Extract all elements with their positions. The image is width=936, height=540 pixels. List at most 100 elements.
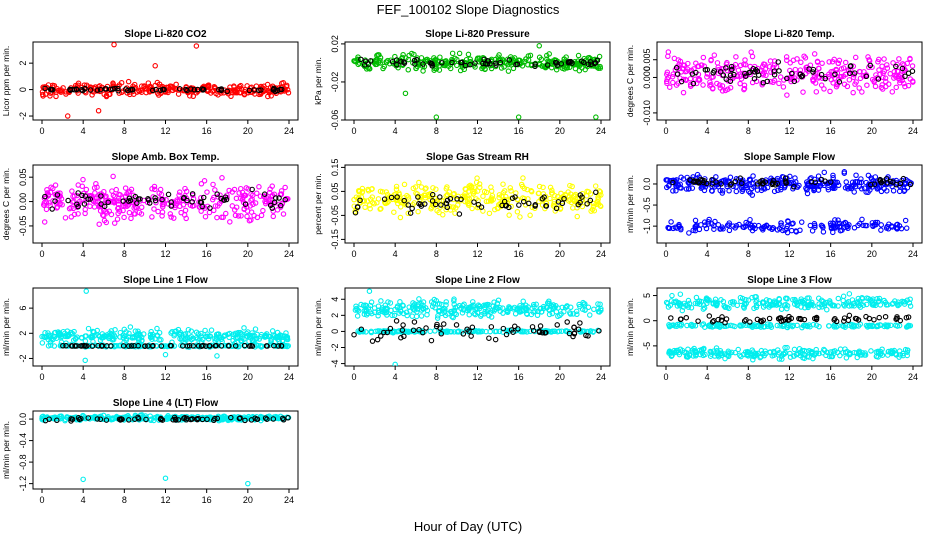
data-point xyxy=(459,302,466,309)
data-point xyxy=(881,297,887,304)
data-point xyxy=(508,188,514,194)
data-point xyxy=(590,200,597,207)
data-point xyxy=(354,307,361,313)
data-point xyxy=(582,66,588,73)
x-tick-label: 0 xyxy=(39,495,44,505)
data-point xyxy=(562,304,569,311)
data-point xyxy=(741,305,747,311)
data-point-black xyxy=(541,194,547,200)
data-point xyxy=(282,343,288,349)
data-point xyxy=(743,182,749,189)
data-point xyxy=(739,179,746,185)
data-point xyxy=(762,61,768,68)
data-point xyxy=(519,63,526,69)
data-point xyxy=(775,187,781,193)
data-point xyxy=(451,298,457,304)
data-point-black xyxy=(727,78,734,84)
data-point-black xyxy=(689,71,696,77)
data-point xyxy=(430,185,436,191)
data-point xyxy=(791,353,797,359)
data-point xyxy=(47,93,53,99)
data-point xyxy=(683,68,690,74)
data-point xyxy=(800,89,806,95)
data-point-black xyxy=(374,336,381,343)
data-point xyxy=(726,227,733,234)
data-point xyxy=(244,213,250,220)
data-point xyxy=(732,349,739,356)
data-point xyxy=(896,301,902,308)
data-point xyxy=(803,187,810,193)
data-point xyxy=(250,201,256,208)
data-point-black xyxy=(54,417,60,424)
data-point xyxy=(881,56,887,62)
x-tick-label: 4 xyxy=(705,126,710,136)
data-point xyxy=(666,225,673,232)
data-point xyxy=(139,337,145,344)
data-point xyxy=(866,322,873,329)
data-point-black xyxy=(432,201,439,208)
data-point-black xyxy=(152,197,159,204)
x-tick-label: 8 xyxy=(746,249,751,259)
data-point xyxy=(902,217,909,224)
data-point xyxy=(701,219,708,225)
x-tick-label: 16 xyxy=(514,126,524,136)
data-point xyxy=(596,309,603,315)
data-point xyxy=(670,188,676,194)
data-point-black xyxy=(150,342,156,349)
data-point xyxy=(277,332,283,338)
data-point xyxy=(835,303,841,309)
data-point xyxy=(669,73,676,80)
data-point-black xyxy=(813,316,820,323)
y-tick-label: -0.05 xyxy=(18,216,28,237)
points-layer xyxy=(663,291,914,363)
data-point xyxy=(873,349,880,355)
data-point xyxy=(688,321,695,328)
data-point xyxy=(907,303,914,309)
data-point xyxy=(781,302,788,308)
x-tick-label: 24 xyxy=(284,126,294,136)
data-point xyxy=(674,323,680,329)
data-point xyxy=(181,212,188,218)
x-tick-label: 24 xyxy=(596,372,606,382)
data-point xyxy=(843,355,850,361)
data-point xyxy=(543,200,550,207)
data-point-black xyxy=(709,181,715,187)
data-point xyxy=(826,59,832,65)
y-tick-label: 0.005 xyxy=(642,48,652,71)
points-layer xyxy=(39,412,292,487)
data-point-black xyxy=(128,343,135,349)
data-point xyxy=(391,209,397,215)
data-point-black xyxy=(584,201,590,207)
data-point-black xyxy=(580,59,587,66)
x-tick-label: 8 xyxy=(746,372,751,382)
data-point xyxy=(711,226,717,232)
data-point xyxy=(439,306,446,313)
data-point xyxy=(434,315,441,321)
points-layer xyxy=(663,169,914,236)
data-point xyxy=(780,84,787,90)
data-point-black xyxy=(488,324,495,330)
data-point-black xyxy=(894,314,900,320)
data-point xyxy=(748,222,755,229)
y-axis-label: degrees C per min. xyxy=(1,168,11,240)
data-point xyxy=(440,212,446,218)
x-tick-label: 16 xyxy=(514,249,524,259)
data-point-black xyxy=(690,80,697,87)
data-point xyxy=(417,194,424,201)
data-point xyxy=(836,220,843,227)
data-point xyxy=(474,188,481,194)
data-point xyxy=(879,86,886,92)
data-point-black xyxy=(497,59,504,66)
data-point xyxy=(77,198,83,204)
data-point xyxy=(428,204,435,210)
data-point xyxy=(789,221,795,227)
data-point xyxy=(814,58,821,65)
y-tick-label: -2 xyxy=(330,343,340,351)
data-point xyxy=(850,63,857,70)
data-point xyxy=(151,183,158,190)
data-point xyxy=(702,222,708,228)
data-point xyxy=(452,304,459,311)
data-point xyxy=(455,328,462,334)
x-tick-label: 16 xyxy=(202,495,212,505)
data-point-black xyxy=(493,62,499,68)
